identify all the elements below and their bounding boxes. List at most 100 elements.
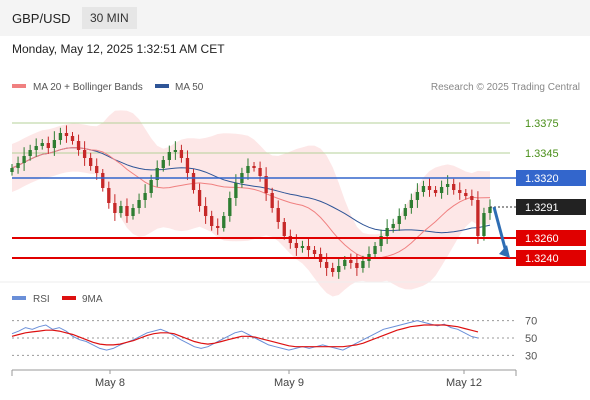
last-price-label-bg	[516, 199, 586, 215]
timeframe-badge[interactable]: 30 MIN	[82, 7, 137, 29]
candle-body	[125, 206, 129, 216]
green-levels	[12, 122, 510, 154]
candle-body	[439, 187, 444, 193]
candle-body	[252, 166, 256, 168]
candle-body	[179, 150, 184, 158]
candle-body	[10, 168, 14, 172]
last-price-label: 1.3291	[525, 202, 559, 214]
resistance-label-0: 1.3375	[525, 118, 559, 130]
candle-body	[82, 150, 87, 158]
pivot-label: 1.3320	[525, 173, 559, 185]
rsi-ma-legend-label: 9MA	[82, 294, 103, 305]
ma50-swatch	[155, 84, 169, 88]
candle-body	[185, 158, 190, 173]
candle-body	[64, 133, 69, 136]
candle-body	[258, 168, 262, 176]
candle-body	[246, 166, 250, 173]
rsi-line	[11, 320, 479, 351]
rsi-ma-line	[11, 324, 479, 348]
candle-body	[452, 184, 456, 190]
ma20-line	[11, 147, 491, 259]
candle-body	[191, 173, 196, 190]
candle-body	[95, 166, 99, 173]
candle-body	[131, 208, 135, 216]
x-tick-label-1: May 9	[274, 377, 304, 389]
candle-body	[312, 250, 317, 254]
ma20-legend-label: MA 20 + Bollinger Bands	[33, 82, 143, 93]
candle-body	[34, 146, 38, 150]
candle-body	[464, 193, 468, 196]
ma20-swatch	[12, 84, 26, 88]
support-label-bg-4	[516, 230, 586, 246]
candle-body	[107, 188, 111, 203]
candle-body	[276, 208, 280, 222]
candle-body	[337, 266, 341, 272]
candle-body	[149, 180, 153, 193]
candle-body	[306, 246, 311, 250]
candle-body	[222, 216, 226, 228]
candle-body	[137, 200, 141, 208]
candle-body	[355, 263, 359, 268]
candle-body	[433, 190, 438, 193]
candle-body	[421, 186, 426, 192]
candle-body	[88, 158, 93, 166]
rsi-ma-swatch	[62, 296, 76, 300]
candle-body	[119, 206, 123, 213]
candle-body	[46, 143, 50, 148]
candle-body	[458, 190, 462, 193]
x-tick-label-0: May 8	[95, 377, 125, 389]
candle-body	[52, 140, 57, 148]
candle-body	[203, 206, 208, 216]
support-label-4: 1.3260	[525, 233, 559, 245]
moving-averages	[11, 147, 491, 259]
forecast-arrow-shaft	[492, 206, 508, 253]
candle-body	[300, 246, 305, 248]
candle-body	[16, 163, 20, 168]
resistance-label-1: 1.3345	[525, 148, 559, 160]
x-axis-labels: May 8 May 9 May 12	[95, 370, 482, 389]
candle-body	[403, 208, 407, 216]
rsi-level-label-0: 70	[525, 316, 537, 328]
candle-body	[228, 198, 232, 216]
rsi-level-label-1: 50	[525, 333, 537, 345]
rsi-legend-label: RSI	[33, 294, 50, 305]
candle-body	[155, 168, 159, 180]
candle-body	[22, 156, 26, 163]
candle-body	[28, 150, 32, 156]
support-label-bg-5	[516, 250, 586, 266]
candle-body	[409, 200, 414, 208]
candle-body	[331, 268, 335, 272]
rsi-swatch	[12, 296, 26, 300]
support-label-5: 1.3240	[525, 253, 559, 265]
pivot-label-bg	[516, 170, 586, 186]
candle-body	[294, 243, 299, 248]
candle-body	[70, 136, 75, 141]
rsi-lines	[11, 320, 479, 351]
x-tick-label-2: May 12	[446, 377, 482, 389]
candle-body	[40, 143, 44, 146]
candle-body	[167, 152, 171, 160]
candle-body	[391, 224, 395, 228]
rsi-grid: 70 50 30	[12, 316, 537, 362]
candle-body	[113, 203, 117, 213]
candle-body	[385, 228, 389, 236]
main-legend: MA 20 + Bollinger Bands MA 50	[12, 82, 204, 93]
level-labels: 1.3375 1.3345 1.3320 1.3291 1.3260 1.3240	[516, 118, 586, 266]
candle-body	[445, 184, 450, 187]
candle-body	[427, 186, 432, 190]
candle-body	[476, 200, 480, 236]
rsi-level-label-2: 30	[525, 350, 537, 362]
candle-body	[288, 236, 292, 243]
candle-body	[361, 261, 365, 268]
candle-body	[143, 193, 147, 200]
bollinger-band	[12, 110, 490, 297]
candle-body	[282, 222, 286, 236]
candle-body	[216, 226, 220, 228]
candle-body	[349, 260, 353, 263]
candle-body	[324, 262, 329, 268]
candle-body	[58, 133, 63, 140]
candle-body	[270, 193, 274, 208]
levels-lines	[12, 177, 516, 259]
candle-body	[197, 190, 202, 206]
